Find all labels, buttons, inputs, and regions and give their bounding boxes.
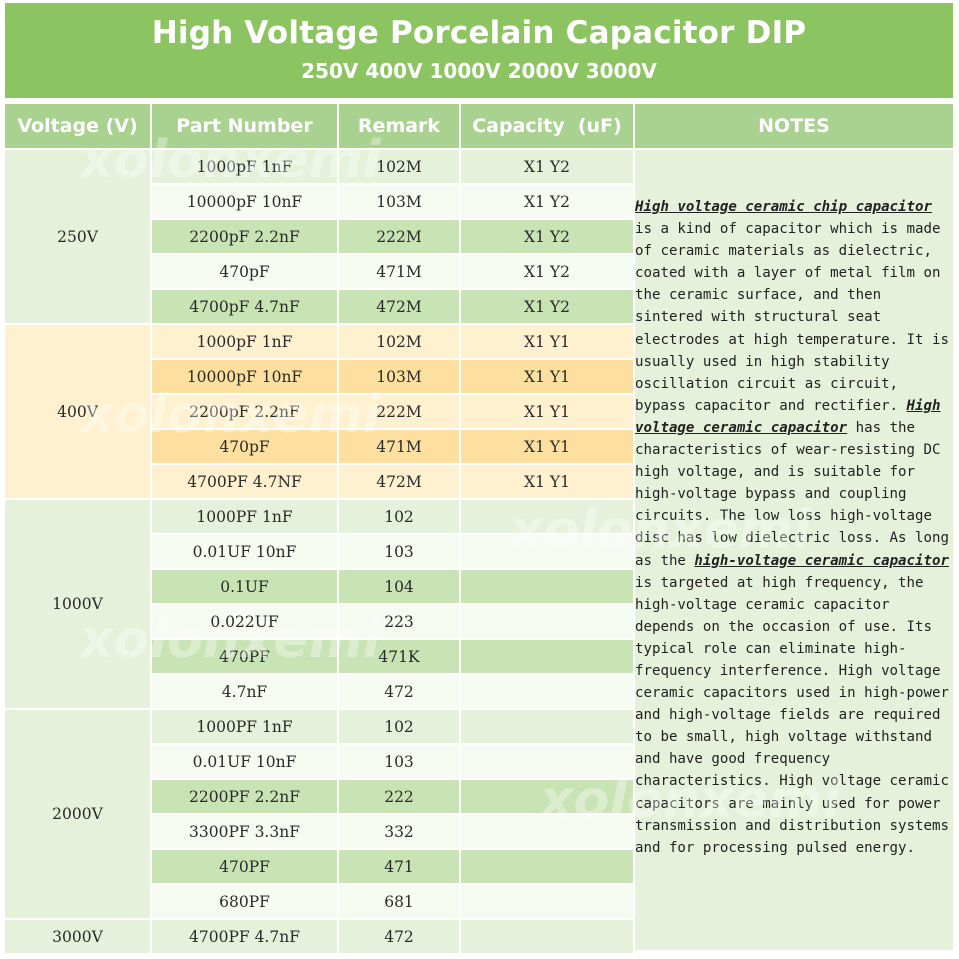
part-number-cell: 0.01UF 10nF [152,535,337,568]
capacity-cell [461,920,633,953]
remark-cell: 471M [339,430,459,463]
notes-paragraph: is targeted at high frequency, the high-… [635,574,949,856]
capacity-cell: X1 Y2 [461,255,633,288]
remark-cell: 332 [339,815,459,848]
notes-highlight-term: High voltage ceramic capacitor [635,397,941,436]
part-number-cell: 470PF [152,850,337,883]
part-number-cell: 4700pF 4.7nF [152,290,337,323]
capacity-cell: X1 Y1 [461,430,633,463]
part-number-cell: 470PF [152,640,337,673]
part-number-cell: 10000pF 10nF [152,360,337,393]
capacity-cell [461,535,633,568]
notes-panel [635,150,953,950]
remark-cell: 102M [339,150,459,183]
capacity-cell [461,815,633,848]
part-number-cell: 4700PF 4.7nF [152,920,337,953]
part-number-cell: 3300PF 3.3nF [152,815,337,848]
voltage-group-cell: 250V [5,150,150,323]
capacity-cell [461,570,633,603]
remark-cell: 472 [339,675,459,708]
capacity-cell: X1 Y1 [461,395,633,428]
capacity-cell [461,885,633,918]
remark-cell: 472M [339,290,459,323]
remark-cell: 223 [339,605,459,638]
column-header-notes: NOTES [635,104,953,148]
capacity-cell [461,640,633,673]
column-header-capacity: Capacity (uF) [461,104,633,148]
part-number-cell: 1000PF 1nF [152,500,337,533]
part-number-cell: 1000pF 1nF [152,325,337,358]
part-number-cell: 1000PF 1nF [152,710,337,743]
part-number-cell: 1000pF 1nF [152,150,337,183]
capacity-cell: X1 Y2 [461,290,633,323]
remark-cell: 102 [339,500,459,533]
capacity-cell: X1 Y1 [461,325,633,358]
page-subtitle: 250V 400V 1000V 2000V 3000V [301,59,657,83]
page-header: High Voltage Porcelain Capacitor DIP 250… [5,3,953,98]
remark-cell: 472M [339,465,459,498]
part-number-cell: 4700PF 4.7NF [152,465,337,498]
part-number-cell: 0.01UF 10nF [152,745,337,778]
notes-text: High voltage ceramic chip capacitor is a… [635,196,953,859]
part-number-cell: 0.022UF [152,605,337,638]
capacity-cell [461,675,633,708]
remark-cell: 103 [339,535,459,568]
part-number-cell: 470pF [152,255,337,288]
page-title: High Voltage Porcelain Capacitor DIP [151,15,807,51]
remark-cell: 681 [339,885,459,918]
part-number-cell: 470pF [152,430,337,463]
remark-cell: 472 [339,920,459,953]
column-header-remark: Remark [339,104,459,148]
column-header-part-number: Part Number [152,104,337,148]
capacity-cell: X1 Y2 [461,185,633,218]
capacity-cell [461,850,633,883]
notes-highlight-term: high-voltage ceramic capacitor [694,552,949,569]
remark-cell: 471M [339,255,459,288]
capacity-cell: X1 Y2 [461,220,633,253]
capacity-cell [461,500,633,533]
remark-cell: 222M [339,395,459,428]
part-number-cell: 680PF [152,885,337,918]
remark-cell: 471 [339,850,459,883]
part-number-cell: 0.1UF [152,570,337,603]
capacity-cell [461,745,633,778]
notes-paragraph: has the characteristics of wear-resistin… [635,419,949,569]
part-number-cell: 10000pF 10nF [152,185,337,218]
part-number-cell: 2200pF 2.2nF [152,220,337,253]
remark-cell: 222M [339,220,459,253]
voltage-group-cell: 1000V [5,500,150,708]
remark-cell: 104 [339,570,459,603]
remark-cell: 222 [339,780,459,813]
remark-cell: 103M [339,185,459,218]
capacity-cell [461,710,633,743]
capacity-cell: X1 Y2 [461,150,633,183]
capacity-cell [461,605,633,638]
voltage-group-cell: 2000V [5,710,150,918]
voltage-group-cell: 3000V [5,920,150,953]
remark-cell: 103M [339,360,459,393]
notes-paragraph: is a kind of capacitor which is made of … [635,221,949,414]
voltage-group-cell: 400V [5,325,150,498]
capacity-cell [461,780,633,813]
part-number-cell: 2200pF 2.2nF [152,395,337,428]
remark-cell: 471K [339,640,459,673]
capacity-cell: X1 Y1 [461,360,633,393]
column-header-voltage: Voltage (V) [5,104,150,148]
part-number-cell: 4.7nF [152,675,337,708]
remark-cell: 103 [339,745,459,778]
notes-highlight-term: High voltage ceramic chip capacitor [635,199,932,215]
remark-cell: 102 [339,710,459,743]
capacity-cell: X1 Y1 [461,465,633,498]
remark-cell: 102M [339,325,459,358]
part-number-cell: 2200PF 2.2nF [152,780,337,813]
